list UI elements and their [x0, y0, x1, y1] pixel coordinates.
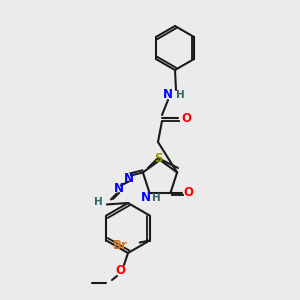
Text: N: N	[114, 182, 124, 195]
Text: N: N	[124, 172, 134, 185]
Text: S: S	[154, 152, 162, 164]
Text: Br: Br	[113, 239, 128, 252]
Text: H: H	[176, 90, 184, 100]
Text: O: O	[115, 265, 125, 278]
Text: O: O	[181, 112, 191, 124]
Text: H: H	[152, 193, 161, 202]
Text: H: H	[94, 197, 103, 207]
Text: N: N	[140, 191, 150, 204]
Text: N: N	[163, 88, 173, 101]
Text: O: O	[184, 186, 194, 199]
